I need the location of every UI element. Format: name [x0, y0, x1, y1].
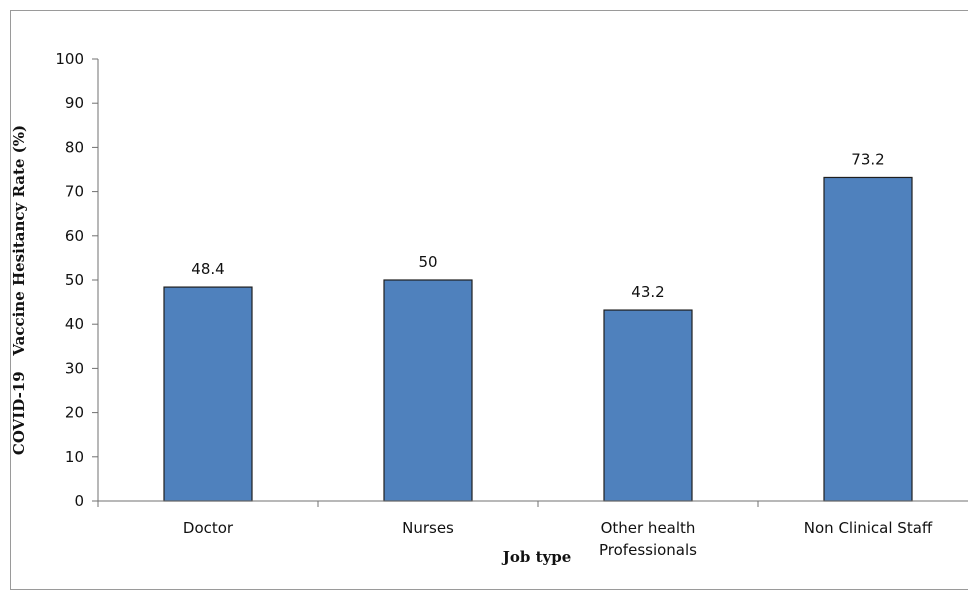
- y-tick-label: 30: [65, 359, 84, 377]
- x-category-label: Professionals: [599, 541, 697, 559]
- bar-value-label: 73.2: [851, 150, 884, 168]
- bar-chart: 0 10 20 30 40 50 60 70 80 90 100 48.4 50 43.2 73.2 Do…: [10, 50, 968, 565]
- y-tick-label: 40: [65, 315, 84, 333]
- y-tick-label: 60: [65, 227, 84, 245]
- bar-value-label: 43.2: [631, 283, 664, 301]
- bar-value-label: 50: [418, 253, 437, 271]
- x-category-label: Doctor: [183, 519, 234, 537]
- y-axis-ticks: [92, 58, 98, 502]
- bar: [163, 286, 253, 502]
- y-tick-label: 50: [65, 271, 84, 289]
- y-axis-tick-labels: 0 10 20 30 40 50 60 70 80 90 100: [55, 50, 84, 510]
- x-category-label: Other health: [601, 519, 696, 537]
- bars: [163, 176, 913, 502]
- y-tick-label: 10: [65, 448, 84, 466]
- bar: [603, 309, 693, 502]
- y-axis-title: COVID-19 Vaccine Hesitancy Rate (%): [10, 125, 28, 455]
- bar: [383, 279, 473, 502]
- y-tick-label: 20: [65, 404, 84, 422]
- y-tick-label: 80: [65, 138, 84, 156]
- y-tick-label: 100: [55, 50, 84, 68]
- y-tick-label: 90: [65, 94, 84, 112]
- y-tick-label: 0: [74, 492, 84, 510]
- x-axis-category-labels: Doctor Nurses Other health Professionals Non…: [183, 519, 933, 559]
- y-tick-label: 70: [65, 183, 84, 201]
- x-axis-title: Job type: [501, 548, 572, 565]
- x-category-label: Non Clinical Staff: [804, 519, 933, 537]
- x-category-label: Nurses: [402, 519, 454, 537]
- bar-value-labels: 48.4 50 43.2 73.2: [191, 150, 884, 301]
- bar: [823, 176, 913, 502]
- x-axis-ticks: [97, 501, 759, 507]
- bar-value-label: 48.4: [191, 260, 224, 278]
